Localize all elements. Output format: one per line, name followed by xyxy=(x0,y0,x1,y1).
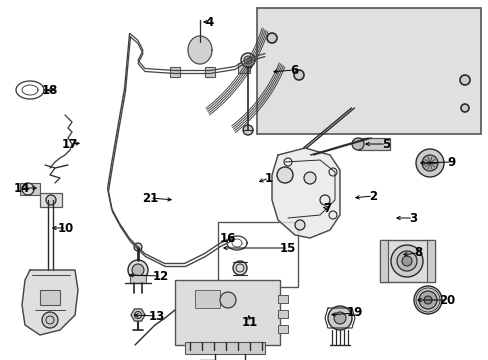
Text: 9: 9 xyxy=(447,156,455,168)
Text: 1: 1 xyxy=(264,171,272,184)
Text: 10: 10 xyxy=(58,221,74,234)
Text: 2: 2 xyxy=(368,189,376,202)
Text: 15: 15 xyxy=(279,242,296,255)
Circle shape xyxy=(304,172,315,184)
Text: 7: 7 xyxy=(322,202,330,215)
Text: 21: 21 xyxy=(142,192,158,204)
Text: 14: 14 xyxy=(14,181,30,194)
Bar xyxy=(130,275,146,283)
Text: 19: 19 xyxy=(346,306,363,320)
Circle shape xyxy=(460,104,468,112)
Text: 18: 18 xyxy=(42,84,58,96)
Circle shape xyxy=(46,195,56,205)
Circle shape xyxy=(128,260,148,280)
Circle shape xyxy=(132,264,143,276)
Bar xyxy=(379,240,387,282)
Circle shape xyxy=(327,306,351,330)
Text: 5: 5 xyxy=(381,138,389,150)
Circle shape xyxy=(415,149,443,177)
Circle shape xyxy=(243,125,252,135)
Text: 13: 13 xyxy=(148,310,165,323)
Bar xyxy=(195,290,220,308)
Bar xyxy=(357,138,389,150)
Circle shape xyxy=(421,155,437,171)
Bar xyxy=(238,63,249,73)
Circle shape xyxy=(220,292,236,308)
Bar xyxy=(184,342,264,354)
Text: 6: 6 xyxy=(289,63,298,77)
Circle shape xyxy=(276,167,292,183)
Circle shape xyxy=(423,296,431,304)
Circle shape xyxy=(396,251,416,271)
Text: 20: 20 xyxy=(438,293,454,306)
Bar xyxy=(278,295,287,303)
Circle shape xyxy=(134,243,142,251)
Text: 17: 17 xyxy=(62,138,78,150)
Text: 12: 12 xyxy=(153,270,169,283)
Circle shape xyxy=(459,75,469,85)
Polygon shape xyxy=(271,148,339,238)
Circle shape xyxy=(418,291,436,309)
Polygon shape xyxy=(131,309,145,321)
Circle shape xyxy=(293,70,304,80)
Text: 4: 4 xyxy=(205,15,214,28)
Text: 3: 3 xyxy=(408,211,416,225)
Circle shape xyxy=(22,183,34,195)
Bar xyxy=(218,222,297,287)
Circle shape xyxy=(241,53,254,67)
Circle shape xyxy=(42,312,58,328)
Circle shape xyxy=(401,256,411,266)
Text: 8: 8 xyxy=(413,247,421,260)
Circle shape xyxy=(390,245,422,277)
Bar xyxy=(204,67,215,77)
Bar xyxy=(257,8,480,134)
Polygon shape xyxy=(188,36,212,64)
Text: 16: 16 xyxy=(220,231,236,244)
Bar xyxy=(40,193,62,207)
Bar xyxy=(20,183,40,195)
Text: 11: 11 xyxy=(242,315,258,328)
Circle shape xyxy=(266,33,276,43)
Circle shape xyxy=(413,286,441,314)
Circle shape xyxy=(244,56,251,64)
Bar xyxy=(40,290,60,305)
Circle shape xyxy=(294,220,305,230)
Bar xyxy=(175,280,280,345)
Circle shape xyxy=(333,312,346,324)
Bar xyxy=(426,240,434,282)
Bar xyxy=(379,240,434,282)
Bar xyxy=(278,325,287,333)
Circle shape xyxy=(351,138,363,150)
Bar xyxy=(278,310,287,318)
Bar xyxy=(170,67,180,77)
Polygon shape xyxy=(22,270,78,335)
Circle shape xyxy=(232,261,246,275)
